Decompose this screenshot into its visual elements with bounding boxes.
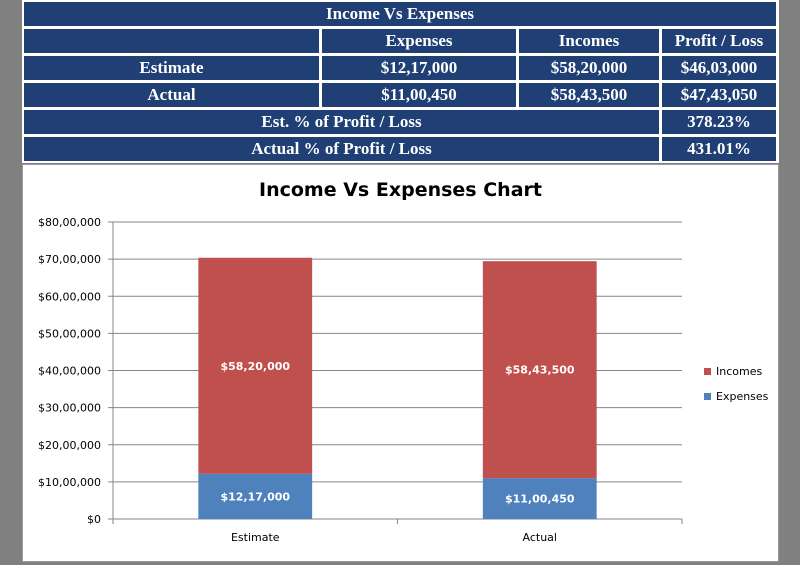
est-profit-pct-value: 378.23% — [662, 110, 776, 134]
legend-label-expenses: Expenses — [716, 390, 769, 403]
y-tick-label: $60,00,000 — [38, 290, 101, 303]
row-label-actual: Actual — [24, 83, 319, 107]
chart-title: Income Vs Expenses Chart — [259, 179, 542, 201]
legend-swatch-expenses — [704, 393, 711, 400]
y-tick-label: $30,00,000 — [38, 402, 101, 415]
stacked-bar-chart: $0 $10,00,000 $20,00,000 $30,00,000 $40,00,0… — [38, 216, 769, 544]
bar-incomes — [482, 261, 597, 479]
y-tick-label: $40,00,000 — [38, 365, 101, 378]
estimate-profit-loss: $46,03,000 — [662, 56, 776, 80]
y-tick-label: $10,00,000 — [38, 476, 101, 489]
y-tick-label: $70,00,000 — [38, 253, 101, 266]
actual-expenses: $11,00,450 — [322, 83, 516, 107]
y-tick-label: $80,00,000 — [38, 216, 101, 229]
row-label-estimate: Estimate — [24, 56, 319, 80]
actual-incomes: $58,43,500 — [519, 83, 659, 107]
actual-profit-pct-value: 431.01% — [662, 137, 776, 161]
data-label: $58,20,000 — [220, 360, 290, 373]
header-profit-loss: Profit / Loss — [662, 29, 776, 53]
bar-expenses — [198, 473, 313, 519]
y-tick-label: $20,00,000 — [38, 439, 101, 452]
header-incomes: Incomes — [519, 29, 659, 53]
estimate-incomes: $58,20,000 — [519, 56, 659, 80]
data-label: $58,43,500 — [505, 364, 575, 377]
table-title: Income Vs Expenses — [24, 2, 776, 26]
chart-panel: Income Vs Expenses Chart $0 $10,00,000 $20… — [22, 164, 779, 562]
x-tick-label: Estimate — [231, 531, 280, 544]
summary-table: Income Vs Expenses Expenses Incomes Prof… — [22, 0, 779, 163]
data-label: $11,00,450 — [505, 493, 575, 506]
legend-label-incomes: Incomes — [716, 365, 762, 378]
estimate-expenses: $12,17,000 — [322, 56, 516, 80]
y-tick-label: $0 — [87, 513, 101, 526]
actual-profit-pct-label: Actual % of Profit / Loss — [24, 137, 659, 161]
header-expenses: Expenses — [322, 29, 516, 53]
y-tick-label: $50,00,000 — [38, 327, 101, 340]
legend-swatch-incomes — [704, 368, 711, 375]
actual-profit-loss: $47,43,050 — [662, 83, 776, 107]
est-profit-pct-label: Est. % of Profit / Loss — [24, 110, 659, 134]
data-label: $12,17,000 — [220, 490, 290, 503]
bar-expenses — [482, 478, 597, 519]
bar-incomes — [198, 257, 313, 474]
header-blank — [24, 29, 319, 53]
x-tick-label: Actual — [523, 531, 557, 544]
